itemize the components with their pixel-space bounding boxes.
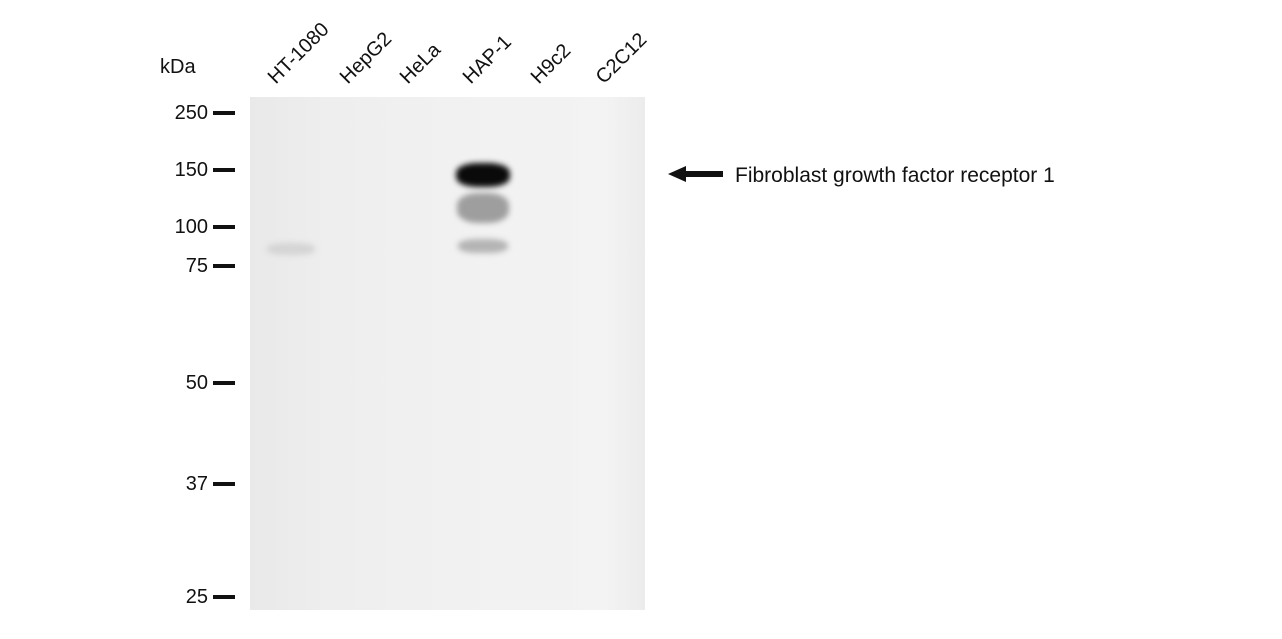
marker-label-75: 75 [185,255,208,277]
marker-label-50: 50 [185,372,208,394]
marker-tick [213,482,235,486]
band-ht1080-faint [267,243,315,255]
band-hap1-secondary [457,193,509,223]
target-label: Fibroblast growth factor receptor 1 [735,164,1055,187]
lane-label-h9c2: H9c2 [526,39,576,89]
band-hap1-lower [458,239,508,253]
blot-membrane [250,97,645,610]
marker-tick [213,264,235,268]
marker-label-150: 150 [174,159,208,181]
marker-tick [213,225,235,229]
arrow-left-icon [668,166,723,182]
unit-label: kDa [160,56,196,78]
marker-label-25: 25 [185,586,208,608]
lane-label-hela: HeLa [395,38,446,89]
marker-tick [213,381,235,385]
marker-label-100: 100 [174,216,208,238]
marker-label-37: 37 [185,473,208,495]
marker-tick [213,595,235,599]
lane-label-hepg2: HepG2 [335,27,397,89]
lane-label-c2c12: C2C12 [591,28,652,89]
marker-tick [213,111,235,115]
lane-label-ht1080: HT-1080 [263,18,334,89]
marker-tick [213,168,235,172]
marker-label-250: 250 [174,102,208,124]
band-hap1-main [456,163,510,187]
lane-label-hap1: HAP-1 [458,31,516,89]
